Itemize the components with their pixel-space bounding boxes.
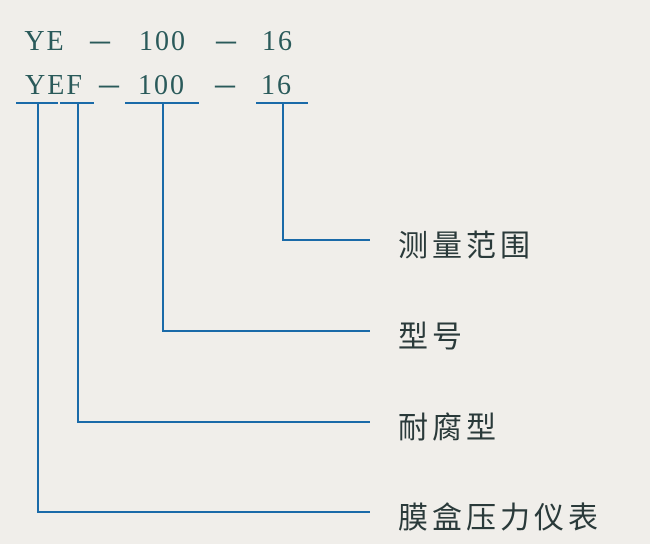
- leader-line: [77, 421, 370, 423]
- code-part-range: 16: [251, 70, 303, 102]
- label-range: 测量范围: [398, 221, 534, 265]
- label-instrument: 膜盒压力仪表: [398, 493, 602, 537]
- label-model: 型号: [398, 312, 466, 356]
- label-corrosion: 耐腐型: [398, 403, 500, 447]
- dash: －: [211, 66, 239, 106]
- code-part-range: 16: [252, 26, 304, 58]
- leader-line: [37, 511, 370, 513]
- code-row-1: YE － 100 － 16: [16, 22, 304, 62]
- dash: －: [95, 66, 123, 106]
- leader-line: [77, 102, 79, 421]
- leader-line: [162, 102, 164, 330]
- leader-line: [282, 102, 284, 239]
- leader-line: [162, 330, 370, 332]
- dash: －: [86, 22, 114, 62]
- dash: －: [212, 22, 240, 62]
- code-part-prefix: YE: [16, 26, 74, 58]
- code-part-model: 100: [125, 70, 199, 102]
- leader-line: [37, 102, 39, 511]
- leader-line: [282, 239, 370, 241]
- code-part-prefix: YEF: [16, 70, 93, 102]
- code-part-model: 100: [126, 26, 200, 58]
- code-row-2: YEF － 100 － 16: [16, 66, 303, 106]
